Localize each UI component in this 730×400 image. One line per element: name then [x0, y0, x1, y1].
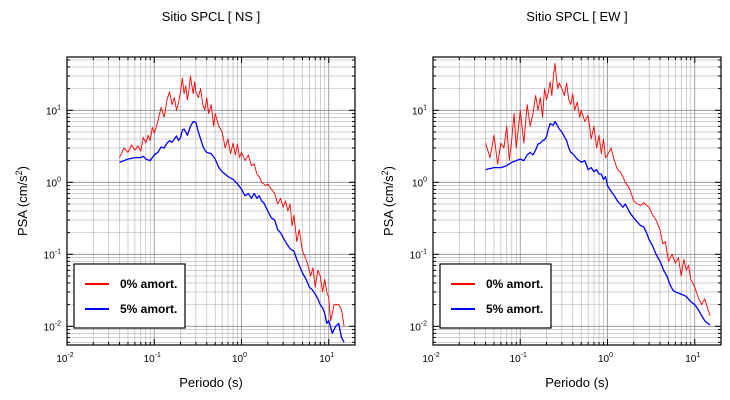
x-tick-label: 100 [232, 352, 247, 365]
plot-frame [432, 56, 722, 346]
x-tick-label: 10-1 [144, 352, 161, 365]
legend-box [439, 263, 552, 329]
y-tick-label: 101 [412, 104, 427, 117]
plot-frame [66, 56, 356, 346]
x-tick-label: 10-2 [422, 352, 439, 365]
x-axis-title: Periodo (s) [179, 375, 243, 390]
series-line-damped [119, 120, 345, 343]
legend-label: 0% amort. [120, 277, 177, 291]
x-tick-label: 101 [319, 352, 334, 365]
series-line-undamped [119, 75, 345, 327]
legend-label: 5% amort. [120, 302, 177, 316]
y-tick-label: 100 [412, 176, 427, 189]
legend-label: 0% amort. [486, 277, 543, 291]
tick-marks [66, 57, 356, 345]
series-line-damped [485, 120, 711, 326]
legend: 0% amort. 5% amort. [73, 263, 186, 329]
chart-panel-ns: Sitio SPCL [ NS ] 10-2 10-1 100 101 10-2 10-1 1… [14, 9, 356, 390]
x-tick-label: 10-2 [56, 352, 73, 365]
legend-box [73, 263, 186, 329]
chart-title: Sitio SPCL [ EW ] [526, 9, 627, 24]
y-axis-title: PSA (cm/s2) [14, 166, 30, 236]
y-tick-label: 10-2 [410, 320, 427, 333]
series-line-undamped [485, 62, 711, 316]
tick-marks [432, 57, 722, 345]
y-tick-label: 100 [46, 176, 61, 189]
x-axis-title: Periodo (s) [545, 375, 609, 390]
chart-title: Sitio SPCL [ NS ] [162, 9, 261, 24]
x-tick-label: 100 [598, 352, 613, 365]
y-tick-label: 10-2 [44, 320, 61, 333]
y-tick-label: 10-1 [410, 248, 427, 261]
y-tick-label: 101 [46, 104, 61, 117]
x-tick-label: 10-1 [510, 352, 527, 365]
chart-panel-ew: Sitio SPCL [ EW ] 10-2 10-1 100 101 10-2 10-1 1… [380, 9, 722, 390]
y-tick-label: 10-1 [44, 248, 61, 261]
legend: 0% amort. 5% amort. [439, 263, 552, 329]
y-axis-title: PSA (cm/s2) [380, 166, 396, 236]
x-tick-label: 101 [685, 352, 700, 365]
legend-label: 5% amort. [486, 302, 543, 316]
